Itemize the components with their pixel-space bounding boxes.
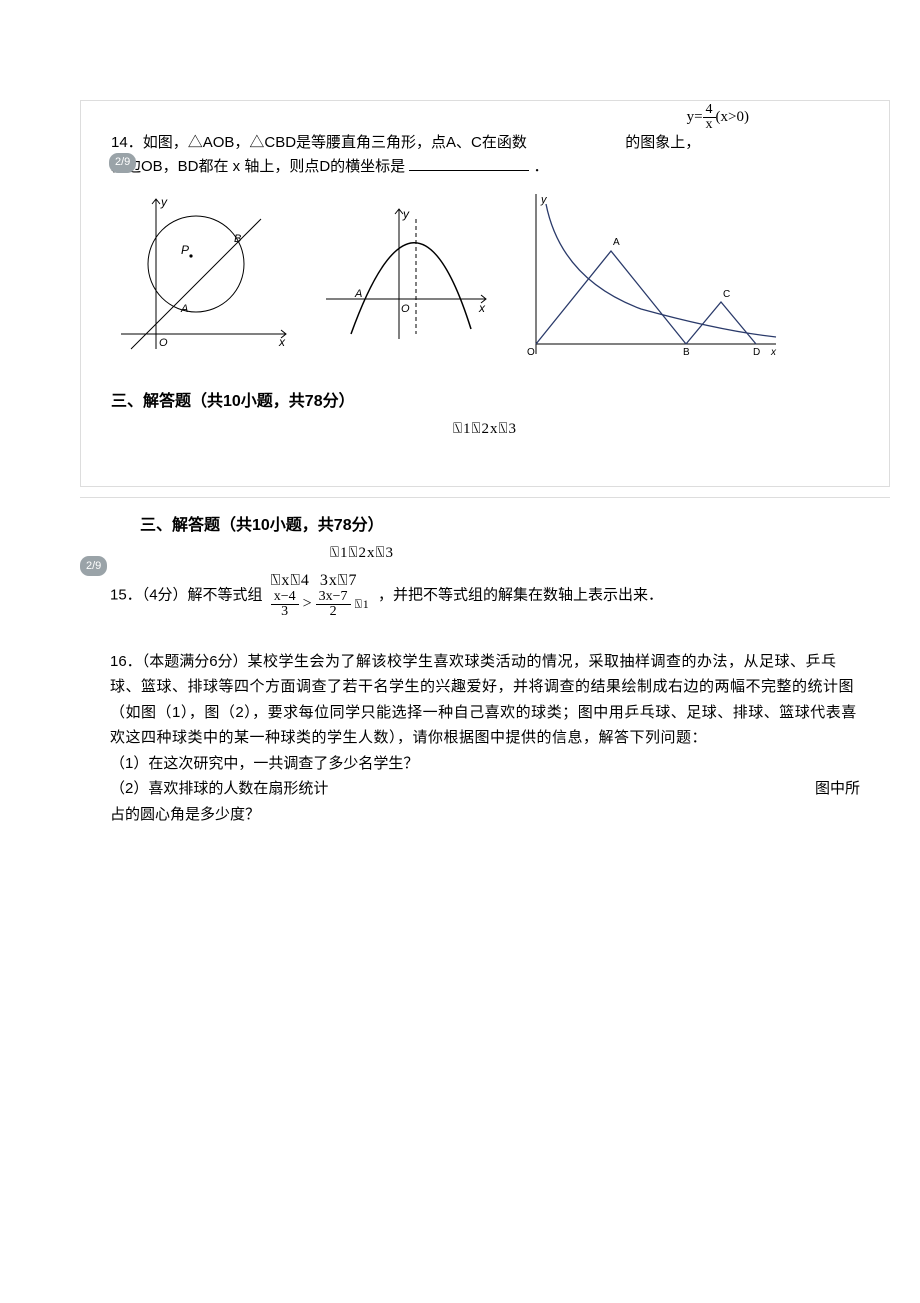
q15-tail-garbled: ⍂1 bbox=[355, 597, 370, 611]
q14-blank bbox=[409, 156, 529, 171]
svg-text:O: O bbox=[159, 337, 168, 349]
formula-lhs: y= bbox=[687, 109, 703, 125]
figure-row: y P B A O x bbox=[111, 189, 859, 359]
q14-text-2: 斜边OB，BD都在 x 轴上，则点D的横坐标是 bbox=[111, 158, 405, 175]
svg-text:D: D bbox=[753, 347, 760, 358]
fig2-svg: y A O x bbox=[321, 204, 491, 344]
q16-sub2-left: （2）喜欢排球的人数在扇形统计 bbox=[110, 780, 328, 797]
q15-lhs-den: 3 bbox=[271, 605, 299, 619]
svg-text:O: O bbox=[401, 303, 410, 315]
svg-text:x: x bbox=[770, 347, 777, 358]
q15-rhs-num: 3x−7 bbox=[316, 590, 351, 605]
content-upper: 2/9 y=4x(x>0) 14．如图，△AOB，△CBD是等腰直角三角形，点A… bbox=[111, 131, 859, 466]
q14-line1: 14．如图，△AOB，△CBD是等腰直角三角形，点A、C在函数 的图象上， bbox=[111, 131, 859, 155]
fig1-svg: y P B A O x bbox=[111, 194, 291, 354]
q16-sub1: （1）在这次研究中，一共调查了多少名学生？ bbox=[110, 751, 860, 777]
page-badge-upper: 2/9 bbox=[109, 153, 136, 173]
question-16: 16．（本题满分6分）某校学生会为了解该校学生喜欢球类活动的情况，采取抽样调查的… bbox=[110, 649, 860, 828]
q15-points: （4分） bbox=[142, 587, 188, 604]
svg-text:A: A bbox=[180, 303, 188, 315]
q15-cmp: > bbox=[303, 595, 312, 612]
q16-sub2-right: 图中所 bbox=[815, 776, 860, 802]
formula-num: 4 bbox=[703, 103, 716, 118]
section-3-garble-a: ⍂1⍂2x⍂3 bbox=[111, 417, 859, 441]
q14-line2: 斜边OB，BD都在 x 轴上，则点D的横坐标是 ． bbox=[111, 155, 859, 179]
question-15: 15．（4分）解不等式组 ⍂x⍂4 3x⍂7 x−43 > 3x−72 ⍂1 ，… bbox=[110, 572, 860, 619]
svg-text:B: B bbox=[234, 233, 241, 245]
q14-number: 14． bbox=[111, 134, 143, 151]
fig3-svg: y A C O B D x bbox=[521, 189, 781, 359]
svg-text:B: B bbox=[683, 347, 690, 358]
svg-text:C: C bbox=[723, 289, 730, 300]
svg-text:y: y bbox=[540, 194, 548, 206]
worksheet-upper: 2/9 y=4x(x>0) 14．如图，△AOB，△CBD是等腰直角三角形，点A… bbox=[80, 100, 890, 487]
q15-prefix: 解不等式组 bbox=[188, 587, 263, 604]
q15-inequality-system: ⍂x⍂4 3x⍂7 x−43 > 3x−72 ⍂1 bbox=[267, 572, 374, 619]
q14-formula: y=4x(x>0) bbox=[687, 103, 749, 132]
q16-points: （本题满分6分） bbox=[142, 653, 248, 670]
svg-text:x: x bbox=[278, 335, 286, 349]
section-3-garble-b: ⍂1⍂2x⍂3 bbox=[110, 541, 860, 567]
q16-sub2-line1: （2）喜欢排球的人数在扇形统计 图中所 bbox=[110, 776, 860, 802]
q14-text-b: 的图象上， bbox=[625, 134, 700, 151]
q16-para: 16．（本题满分6分）某校学生会为了解该校学生喜欢球类活动的情况，采取抽样调查的… bbox=[110, 649, 860, 751]
figure-3-triangles: y A C O B D x bbox=[521, 189, 781, 359]
q16-sub2-line2: 占的圆心角是多少度？ bbox=[110, 802, 860, 828]
formula-cond: (x>0) bbox=[716, 109, 749, 125]
svg-text:O: O bbox=[527, 347, 535, 358]
svg-text:y: y bbox=[160, 195, 168, 209]
q14-period: ． bbox=[534, 158, 549, 175]
section-3-title-b-wrap: 三、解答题（共10小题，共78分） bbox=[110, 512, 860, 539]
q15-lhs-num: x−4 bbox=[271, 590, 299, 605]
q15-number: 15． bbox=[110, 587, 142, 604]
svg-text:P: P bbox=[181, 243, 189, 257]
spacer bbox=[111, 441, 859, 466]
formula-den: x bbox=[703, 118, 716, 132]
svg-text:A: A bbox=[613, 237, 620, 248]
worksheet-lower: 2/9 三、解答题（共10小题，共78分） ⍂1⍂2x⍂3 15．（4分）解不等… bbox=[80, 497, 890, 848]
page-root: 2/9 y=4x(x>0) 14．如图，△AOB，△CBD是等腰直角三角形，点A… bbox=[0, 100, 920, 847]
question-14: 2/9 y=4x(x>0) 14．如图，△AOB，△CBD是等腰直角三角形，点A… bbox=[111, 131, 859, 359]
q15-rhs-frac: 3x−72 bbox=[316, 590, 351, 619]
q15-rhs-den: 2 bbox=[316, 605, 351, 619]
q15-lhs-frac: x−43 bbox=[271, 590, 299, 619]
q16-number: 16． bbox=[110, 653, 142, 670]
page-badge-lower: 2/9 bbox=[80, 556, 107, 577]
q15-suffix: ，并把不等式组的解集在数轴上表示出来． bbox=[378, 587, 663, 604]
formula-frac: 4x bbox=[703, 103, 716, 132]
svg-text:y: y bbox=[402, 207, 410, 221]
svg-text:A: A bbox=[354, 288, 362, 300]
svg-text:x: x bbox=[478, 301, 486, 315]
section-3-title-a: 三、解答题（共10小题，共78分） bbox=[111, 389, 859, 415]
q15-row1-garbled: ⍂x⍂4 3x⍂7 bbox=[271, 572, 358, 589]
q14-text-a: 如图，△AOB，△CBD是等腰直角三角形，点A、C在函数 bbox=[143, 134, 527, 151]
figure-2-parabola: y A O x bbox=[321, 204, 491, 344]
q15-row2: x−43 > 3x−72 ⍂1 bbox=[271, 595, 370, 612]
section-3-title-b: 三、解答题（共10小题，共78分） bbox=[140, 517, 384, 534]
figure-1-circle: y P B A O x bbox=[111, 194, 291, 354]
